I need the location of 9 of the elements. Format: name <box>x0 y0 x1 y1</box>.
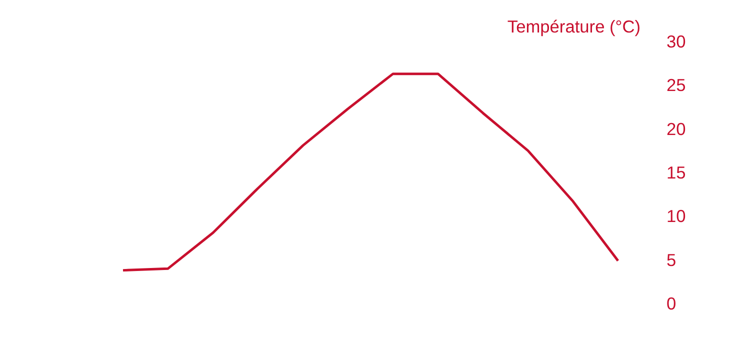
y-tick-label: 15 <box>666 162 686 182</box>
y-tick-label: 0 <box>666 294 676 314</box>
y-tick-label: 20 <box>666 118 686 139</box>
line-series <box>122 72 620 272</box>
y-axis-title: Température (°C) <box>507 16 641 36</box>
y-tick-label: 10 <box>666 206 686 226</box>
y-tick-label: 5 <box>666 250 676 270</box>
y-tick-label: 30 <box>666 32 686 52</box>
y-tick-label: 25 <box>666 75 686 96</box>
